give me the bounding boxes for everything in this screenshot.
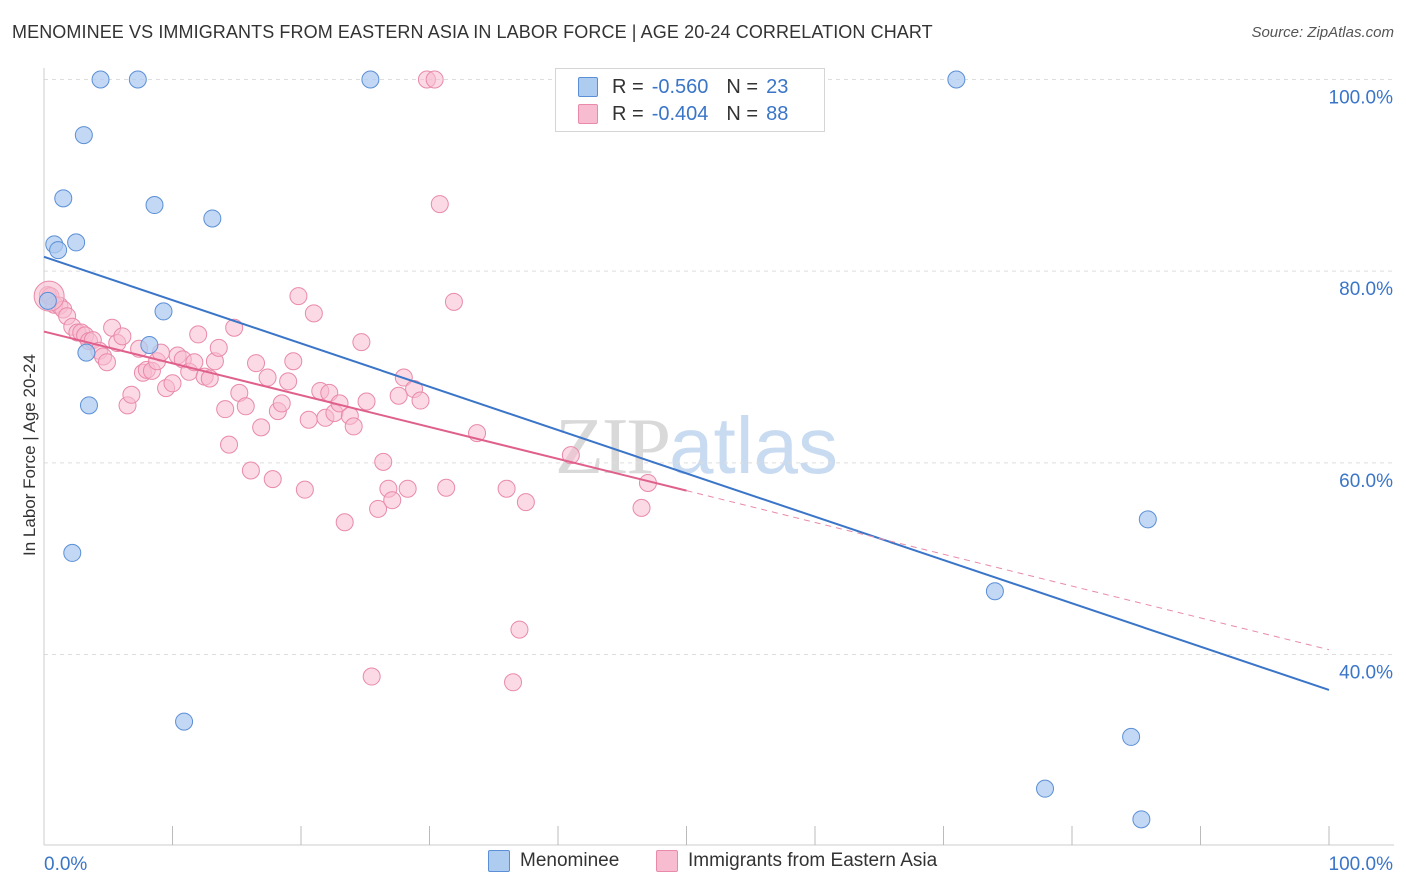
y-tick-label: 60.0% [1339,471,1393,492]
legend-n-label: N = [726,75,759,98]
immigrants-point [430,195,449,214]
immigrants-point [398,479,417,498]
menominee-point [1132,810,1151,829]
x-tick-label: 0.0% [44,854,87,875]
immigrants-point [357,392,376,411]
legend-n-value: 88 [766,102,789,125]
immigrants-point [295,480,314,499]
y-tick-label: 80.0% [1339,279,1393,300]
immigrants-point [344,417,363,436]
bottom-legend-swatch-menominee [488,850,510,872]
menominee-point [91,70,110,89]
bottom-legend-swatch-immigrants [656,850,678,872]
menominee-point [67,233,86,252]
immigrants-point [437,478,456,497]
menominee-point [154,302,173,321]
menominee-point [77,343,96,362]
menominee-point [947,70,966,89]
legend-row-immigrants: R = -0.404 N = 88 [556,101,788,127]
immigrants-point [383,491,402,510]
immigrants-point [362,667,381,686]
immigrants-point [425,70,444,89]
immigrants-point [247,354,266,373]
legend-r-value: -0.560 [651,75,709,98]
immigrants-point [516,493,535,512]
immigrants-point [284,352,303,371]
source-label: Source: ZipAtlas.com [1251,24,1394,41]
immigrants-point [252,418,271,437]
immigrants-point [209,338,228,357]
watermark-atlas: atlas [669,401,838,490]
menominee-point [140,335,159,354]
immigrants-point [163,374,182,393]
legend-r-label: R = [612,75,644,98]
immigrants-point [241,461,260,480]
legend-swatch-menominee [578,77,598,97]
immigrants-point [411,391,430,410]
immigrants-point [561,446,580,465]
immigrants-point [220,435,239,454]
menominee-point [1138,510,1157,529]
immigrants-point [369,499,388,518]
menominee-point [74,126,93,145]
menominee-point [203,209,222,228]
y-tick-label: 100.0% [1329,88,1394,109]
immigrants-point [504,673,523,692]
immigrants-point [189,325,208,344]
bottom-legend-immigrants: Immigrants from Eastern Asia [656,850,937,872]
menominee-point [49,241,68,260]
immigrants-point [272,394,291,413]
menominee-point [1122,727,1141,746]
bottom-legend-menominee: Menominee [488,850,619,872]
immigrants-point [497,479,516,498]
legend-n-value: 23 [766,75,789,98]
immigrants-point [113,327,132,346]
menominee-point [128,70,147,89]
immigrants-point [444,292,463,311]
immigrants-point [374,452,393,471]
y-axis-title: In Labor Force | Age 20-24 [20,354,39,556]
menominee-point [38,291,57,310]
legend-r-value: -0.404 [651,102,709,125]
immigrants-point [289,287,308,306]
immigrants-trendline [43,330,687,492]
immigrants-point [97,353,116,372]
y-tick-label: 40.0% [1339,663,1393,684]
immigrants-trendline-extension [686,490,1330,651]
correlation-legend: R = -0.560 N = 23 R = -0.404 N = 88 [555,68,825,132]
immigrants-point [122,385,141,404]
immigrants-point [389,386,408,405]
menominee-point [175,712,194,731]
immigrants-point [352,333,371,352]
immigrants-point [632,498,651,517]
menominee-point [985,582,1004,601]
menominee-point [145,196,164,215]
immigrants-point [236,397,255,416]
menominee-point [63,543,82,562]
immigrants-point [258,368,277,387]
x-tick-label: 100.0% [1329,854,1394,875]
immigrants-point [185,353,204,372]
immigrants-point [304,304,323,323]
legend-n-label: N = [726,102,759,125]
immigrants-point [279,372,298,391]
chart-title: MENOMINEE VS IMMIGRANTS FROM EASTERN ASI… [12,22,933,42]
legend-r-label: R = [612,102,644,125]
menominee-point [54,189,73,208]
immigrants-point [335,513,354,532]
immigrants-point [263,470,282,489]
menominee-point [1036,779,1055,798]
immigrants-point [510,620,529,639]
legend-swatch-immigrants [578,104,598,124]
immigrants-point [216,400,235,419]
immigrants-point [225,318,244,337]
menominee-point [79,396,98,415]
legend-row-menominee: R = -0.560 N = 23 [556,74,788,100]
menominee-point [361,70,380,89]
menominee-trendline [43,255,1330,691]
bottom-legend-label-immigrants: Immigrants from Eastern Asia [688,850,938,871]
immigrants-point [299,410,318,429]
bottom-legend-label-menominee: Menominee [520,850,620,871]
